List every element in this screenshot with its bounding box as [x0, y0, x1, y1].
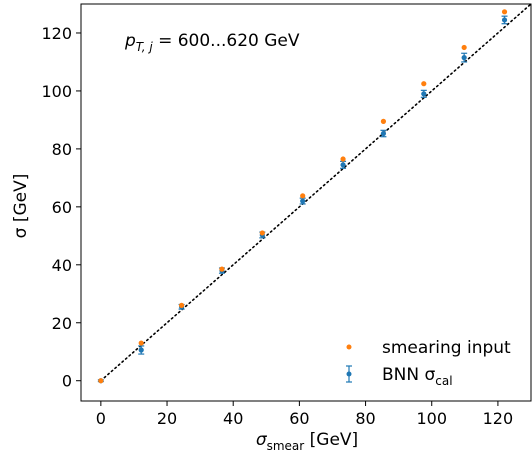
y-axis-label: σ [GeV]: [11, 174, 31, 239]
y-tick-label: 80: [52, 140, 72, 159]
annotation-text: pT, j = 600...620 GeV: [124, 31, 300, 54]
y-tick-label: 120: [41, 24, 72, 43]
x-tick-label: 40: [223, 409, 243, 428]
x-tick-label: 0: [96, 409, 106, 428]
annotation-main: p: [124, 31, 136, 51]
x-axis-label-rest: [GeV]: [304, 430, 358, 450]
annotation-sub: T, j: [136, 40, 154, 54]
x-tick-label: 80: [355, 409, 375, 428]
y-axis-ticks: 0 20 40 60 80 100 120: [41, 24, 81, 391]
bnn-marker: [380, 130, 387, 137]
x-tick-label: 60: [289, 409, 309, 428]
bnn-point: [380, 129, 387, 138]
smearing-input-point: [501, 9, 508, 15]
bnn-point: [299, 197, 306, 205]
bnn-marker: [421, 91, 427, 97]
legend-marker-smearing-input: [346, 344, 352, 350]
y-tick-label: 20: [52, 314, 72, 333]
reference-line-layer: [100, 3, 532, 382]
legend-label-bnn-sub: cal: [435, 374, 452, 388]
smearing-input-point: [259, 230, 265, 236]
x-tick-label: 20: [157, 409, 177, 428]
bnn-marker: [501, 17, 508, 23]
x-axis-label-main: σ: [256, 430, 268, 450]
smearing-input-point: [340, 156, 346, 162]
smearing-input-point: [461, 44, 467, 51]
series-layer: [97, 9, 508, 384]
y-tick-label: 60: [52, 198, 72, 217]
bnn-point: [461, 52, 468, 63]
x-axis-label: σsmear [GeV]: [256, 430, 358, 453]
reference-line: [100, 3, 532, 382]
smearing-input-point: [98, 378, 104, 384]
legend-label-bnn-cal: BNN σcal: [382, 365, 453, 388]
smearing-input-point: [421, 81, 427, 87]
bnn-marker: [461, 55, 467, 61]
x-axis-label-sub: smear: [267, 439, 305, 453]
x-axis-ticks: 0 20 40 60 80 100 120: [96, 401, 513, 428]
y-tick-label: 0: [62, 372, 72, 391]
bnn-point: [138, 345, 145, 355]
bnn-point: [501, 15, 508, 25]
x-tick-label: 120: [483, 409, 514, 428]
smearing-input-point: [219, 266, 225, 272]
bnn-marker: [138, 347, 144, 353]
bnn-marker: [300, 198, 306, 204]
bnn-marker: [340, 162, 346, 168]
smearing-input-point: [178, 302, 185, 308]
bnn-point: [420, 89, 427, 98]
y-tick-label: 40: [52, 256, 72, 275]
legend-marker-bnn-cal: [346, 365, 352, 383]
annotation-rest: = 600...620 GeV: [153, 31, 300, 51]
smearing-input-point: [300, 193, 306, 199]
plot-frame: [80, 3, 532, 402]
legend-label-bnn-main: BNN σ: [382, 365, 436, 385]
smearing-input-point: [138, 340, 144, 346]
legend: smearing input BNN σcal: [346, 338, 511, 388]
smearing-input-point: [380, 118, 387, 124]
legend-label-smearing-input: smearing input: [382, 338, 511, 358]
y-tick-label: 100: [41, 82, 72, 101]
x-tick-label: 100: [416, 409, 447, 428]
